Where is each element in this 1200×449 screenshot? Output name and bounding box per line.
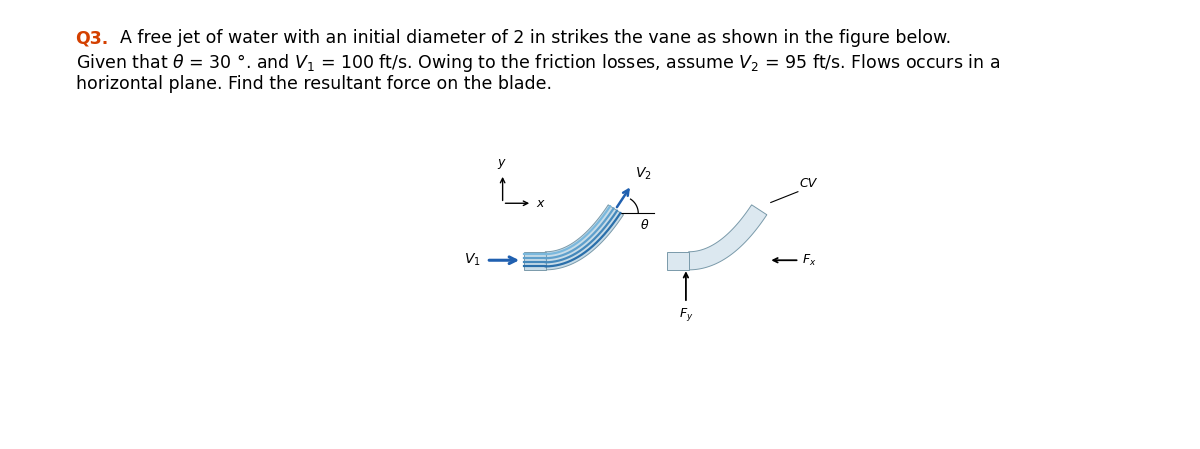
Polygon shape [667, 252, 689, 270]
Text: CV: CV [799, 177, 817, 190]
Polygon shape [689, 205, 767, 270]
Polygon shape [545, 205, 624, 270]
Polygon shape [523, 252, 546, 270]
Text: Given that $\it{\theta}$ = 30 °. and $\it{V}_1$ = 100 ft/s. Owing to the frictio: Given that $\it{\theta}$ = 30 °. and $\i… [76, 52, 1000, 74]
Text: $F_y$: $F_y$ [679, 306, 694, 323]
Text: $\theta$: $\theta$ [641, 218, 650, 232]
Text: A free jet of water with an initial diameter of 2 in strikes the vane as shown i: A free jet of water with an initial diam… [109, 29, 952, 47]
Text: $V_2$: $V_2$ [635, 166, 652, 182]
Text: x: x [536, 197, 544, 210]
Text: $V_1$: $V_1$ [464, 252, 481, 269]
Text: y: y [497, 156, 505, 169]
Text: Q3.: Q3. [76, 29, 109, 47]
Text: $F_x$: $F_x$ [802, 253, 816, 268]
Text: horizontal plane. Find the resultant force on the blade.: horizontal plane. Find the resultant for… [76, 75, 552, 93]
